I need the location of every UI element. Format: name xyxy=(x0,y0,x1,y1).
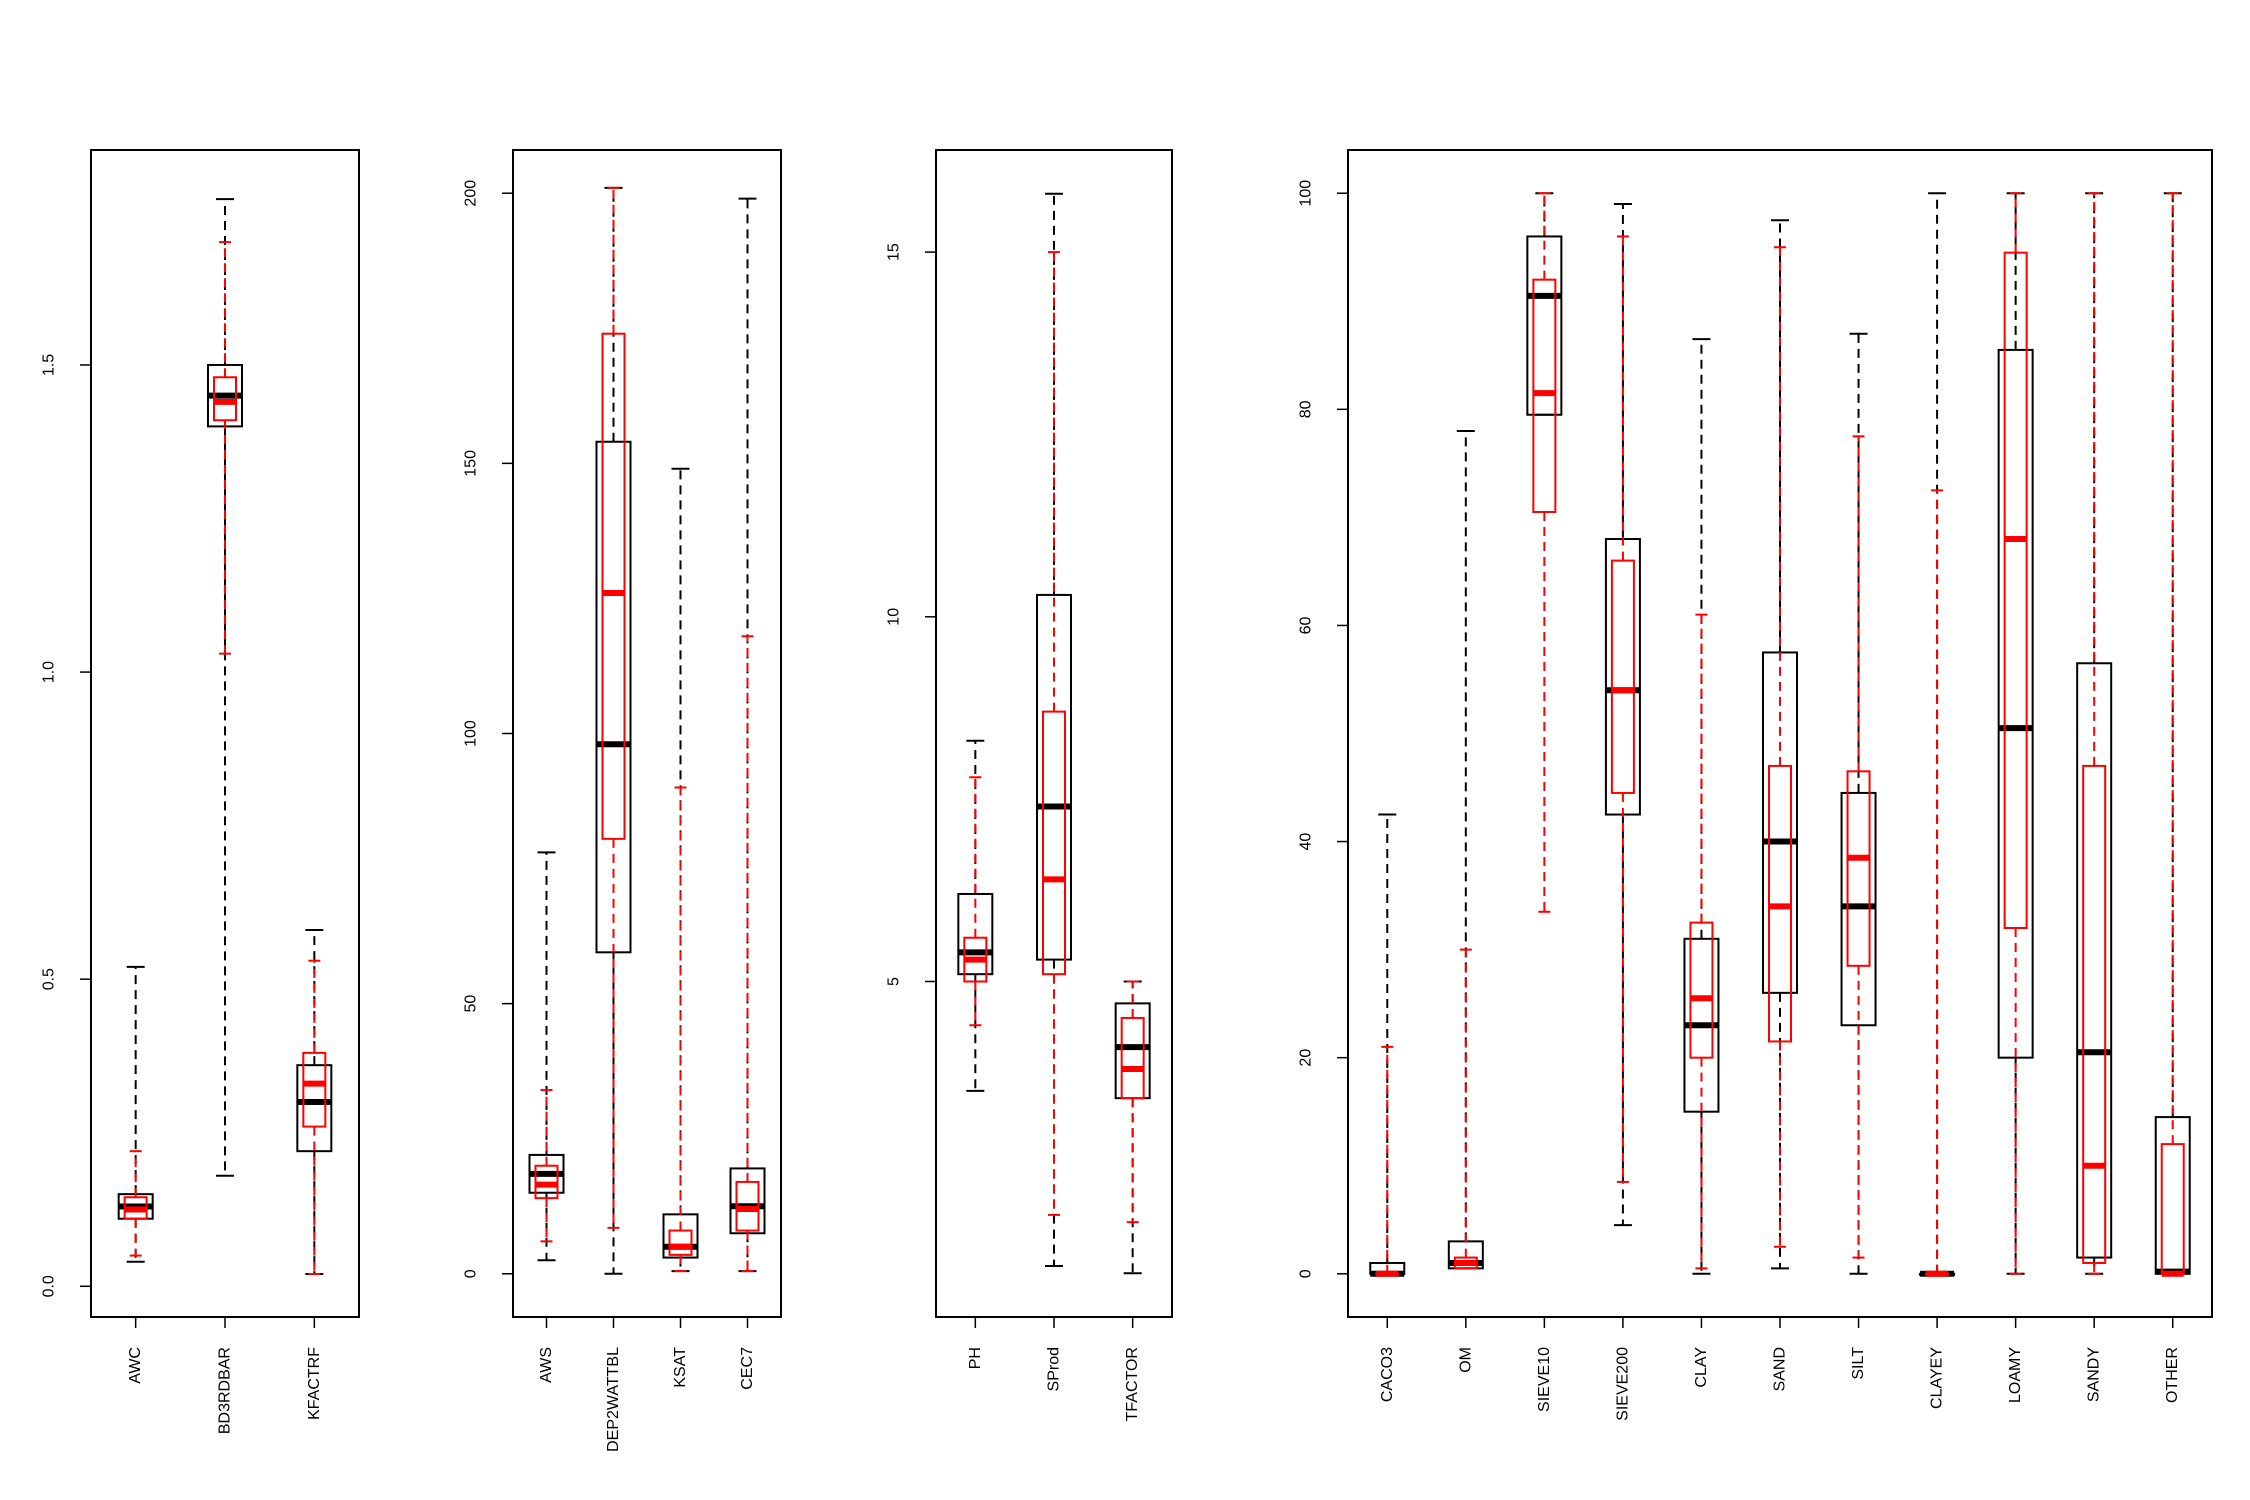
y-tick-label: 5 xyxy=(886,977,903,986)
subset-box-BD3RDBAR xyxy=(213,241,237,655)
y-tick-label: 0 xyxy=(1298,1269,1315,1278)
category-label: AWS xyxy=(538,1347,555,1383)
subset-series xyxy=(123,241,327,1276)
iqr-box xyxy=(1526,235,1563,416)
iqr-box xyxy=(2160,1143,2185,1275)
category-label: SProd xyxy=(1046,1347,1063,1391)
iqr-box xyxy=(1610,559,1635,794)
y-tick-label: 40 xyxy=(1298,833,1315,851)
category-label: DEP2WATTBL xyxy=(605,1347,622,1452)
subset-box-PH xyxy=(963,776,988,1027)
subset-box-LOAMY xyxy=(2003,192,2028,1275)
subset-series xyxy=(1375,192,2185,1277)
subset-series xyxy=(963,251,1145,1224)
y-tick-label: 200 xyxy=(463,180,480,207)
overall-box-CLAYEY xyxy=(1919,192,1956,1277)
y-tick-label: 1.0 xyxy=(41,661,58,683)
subset-box-TFACTOR xyxy=(1120,980,1145,1224)
subset-box-SIEVE10 xyxy=(1532,192,1557,913)
iqr-box xyxy=(1846,770,1871,967)
iqr-box xyxy=(2003,251,2028,929)
category-label: SILT xyxy=(1850,1347,1867,1380)
y-tick-label: 1.5 xyxy=(41,354,58,376)
y-tick-label: 0 xyxy=(463,1269,480,1278)
subset-box-SIEVE200 xyxy=(1610,235,1635,1183)
category-label: PH xyxy=(967,1347,984,1369)
iqr-box xyxy=(296,1064,333,1153)
category-label: OM xyxy=(1457,1347,1474,1373)
category-label: SANDY xyxy=(2086,1347,2103,1402)
y-tick-label: 60 xyxy=(1298,616,1315,634)
y-tick-label: 100 xyxy=(463,720,480,747)
subset-box-KSAT xyxy=(668,786,693,1273)
iqr-box xyxy=(1120,1016,1145,1100)
iqr-box xyxy=(957,892,994,976)
overall-box-CEC7 xyxy=(729,197,766,1273)
subset-box-CLAYEY xyxy=(1925,489,1950,1277)
subset-box-AWS xyxy=(534,1089,559,1243)
category-label: KFACTRF xyxy=(306,1347,323,1420)
subset-box-SANDY xyxy=(2082,192,2107,1275)
subset-series xyxy=(534,186,760,1273)
iqr-box xyxy=(668,1229,693,1256)
subset-box-KFACTRF xyxy=(302,959,327,1276)
y-tick-label: 80 xyxy=(1298,400,1315,418)
iqr-box xyxy=(1036,593,1072,961)
category-label: SAND xyxy=(1772,1347,1789,1391)
y-tick-label: 0.5 xyxy=(41,968,58,990)
category-label: KSAT xyxy=(672,1347,689,1388)
iqr-box xyxy=(601,332,626,840)
iqr-box xyxy=(1997,348,2034,1059)
iqr-box xyxy=(213,376,237,422)
iqr-box xyxy=(1689,921,1714,1059)
category-label: SIEVE10 xyxy=(1536,1347,1553,1412)
iqr-box xyxy=(2082,764,2107,1264)
y-tick-label: 0.0 xyxy=(41,1275,58,1297)
plot-frame xyxy=(512,149,782,1318)
category-label: AWC xyxy=(127,1347,144,1384)
y-tick-label: 10 xyxy=(886,608,903,626)
panel-1: 0.0 0.5 1.0 1.5 AWC BD3RDBAR KFACTRF xyxy=(41,149,360,1434)
category-label: CLAYEY xyxy=(1929,1347,1946,1409)
category-label: SIEVE200 xyxy=(1614,1347,1631,1421)
panel-4: 0 20 40 60 80 100 CACO3 OM SIEVE10 SIEVE200 CLAY SA… xyxy=(1298,149,2213,1421)
subset-box-CEC7 xyxy=(735,635,760,1273)
subset-box-CACO3 xyxy=(1375,1045,1400,1277)
y-tick-label: 50 xyxy=(463,995,480,1013)
subset-box-OTHER xyxy=(2160,192,2185,1277)
y-tick-label: 20 xyxy=(1298,1049,1315,1067)
y-tick-label: 15 xyxy=(886,243,903,261)
subset-box-SILT xyxy=(1846,435,1871,1259)
panel-2: 0 50 100 150 200 AWS DEP2WATTBL KSAT CEC7 xyxy=(463,149,782,1452)
category-label: CEC7 xyxy=(739,1347,756,1390)
category-label: LOAMY xyxy=(2007,1347,2024,1403)
category-label: CACO3 xyxy=(1379,1347,1396,1402)
y-tick-label: 100 xyxy=(1298,180,1315,207)
category-label: BD3RDBAR xyxy=(217,1347,234,1434)
category-label: CLAY xyxy=(1693,1347,1710,1388)
subset-box-OM xyxy=(1453,948,1478,1270)
iqr-box xyxy=(1042,710,1066,976)
iqr-box xyxy=(302,1051,327,1128)
subset-box-CLAY xyxy=(1689,613,1714,1270)
subset-box-AWC xyxy=(123,1150,148,1257)
subset-box-DEP2WATTBL xyxy=(601,186,626,1229)
panel-3: 5 10 15 PH SProd TFACTOR xyxy=(886,149,1173,1421)
iqr-box xyxy=(2076,662,2113,1259)
category-label: TFACTOR xyxy=(1124,1347,1141,1421)
subset-box-SProd xyxy=(1042,251,1066,1216)
overall-series xyxy=(528,186,766,1275)
subset-box-SAND xyxy=(1768,246,1792,1248)
overall-box-OM xyxy=(1447,429,1484,1270)
category-label: OTHER xyxy=(2164,1347,2181,1403)
y-tick-label: 150 xyxy=(463,450,480,477)
